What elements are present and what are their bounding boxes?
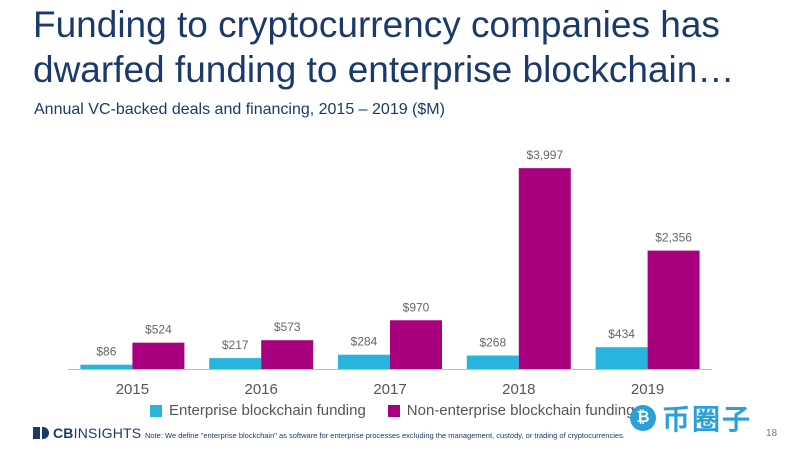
label-non-enterprise-2016: $573 xyxy=(274,320,301,334)
bar-enterprise-2016 xyxy=(209,358,262,369)
legend-label-non-enterprise: Non-enterprise blockchain funding xyxy=(406,402,635,419)
label-non-enterprise-2019: $2,356 xyxy=(655,231,692,245)
chart-subtitle: Annual VC-backed deals and financing, 20… xyxy=(34,101,445,118)
bar-enterprise-2017 xyxy=(338,354,390,369)
x-tick-2016: 2016 xyxy=(245,381,278,398)
label-non-enterprise-2018: $3,997 xyxy=(526,148,563,162)
label-enterprise-2016: $217 xyxy=(222,338,249,352)
legend-swatch-non-enterprise xyxy=(387,404,400,417)
logo-thin-text: INSIGHTS xyxy=(73,425,142,441)
chart-title: Funding to cryptocurrency companies has … xyxy=(33,4,735,90)
footnote: Note: We define "enterprise blockchain" … xyxy=(145,431,625,440)
label-enterprise-2015: $86 xyxy=(96,345,116,359)
label-non-enterprise-2017: $970 xyxy=(403,300,430,314)
label-enterprise-2019: $434 xyxy=(608,327,635,341)
bar-non-enterprise-2019 xyxy=(647,250,700,369)
logo-bold-text: CB xyxy=(53,425,74,441)
bar-non-enterprise-2016 xyxy=(261,340,314,369)
x-tick-2015: 2015 xyxy=(116,381,149,398)
legend-item-non-enterprise: Non-enterprise blockchain funding xyxy=(387,402,635,419)
x-tick-2018: 2018 xyxy=(502,381,535,398)
bar-enterprise-2019 xyxy=(595,347,648,369)
chart-legend: Enterprise blockchain funding Non-enterp… xyxy=(150,402,656,419)
cbinsights-logo: CB INSIGHTS xyxy=(33,425,141,441)
bar-enterprise-2015 xyxy=(80,364,133,369)
watermark-coin-icon: ₿ xyxy=(630,405,656,431)
bar-non-enterprise-2018 xyxy=(518,168,571,369)
label-enterprise-2017: $284 xyxy=(351,335,378,349)
x-tick-2019: 2019 xyxy=(631,381,664,398)
label-enterprise-2018: $268 xyxy=(479,336,506,350)
bar-enterprise-2018 xyxy=(466,355,519,369)
page-number: 18 xyxy=(766,428,778,439)
legend-swatch-enterprise xyxy=(150,404,162,417)
bar-non-enterprise-2015 xyxy=(132,342,185,369)
bar-non-enterprise-2017 xyxy=(390,320,442,369)
x-tick-2017: 2017 xyxy=(373,381,406,398)
legend-item-enterprise: Enterprise blockchain funding xyxy=(150,402,366,419)
watermark: ₿ 币圈子 xyxy=(630,398,752,438)
legend-label-enterprise: Enterprise blockchain funding xyxy=(169,402,366,419)
watermark-text: 币圈子 xyxy=(662,404,753,435)
cbinsights-logo-icon xyxy=(33,427,49,439)
label-non-enterprise-2015: $524 xyxy=(145,323,172,337)
